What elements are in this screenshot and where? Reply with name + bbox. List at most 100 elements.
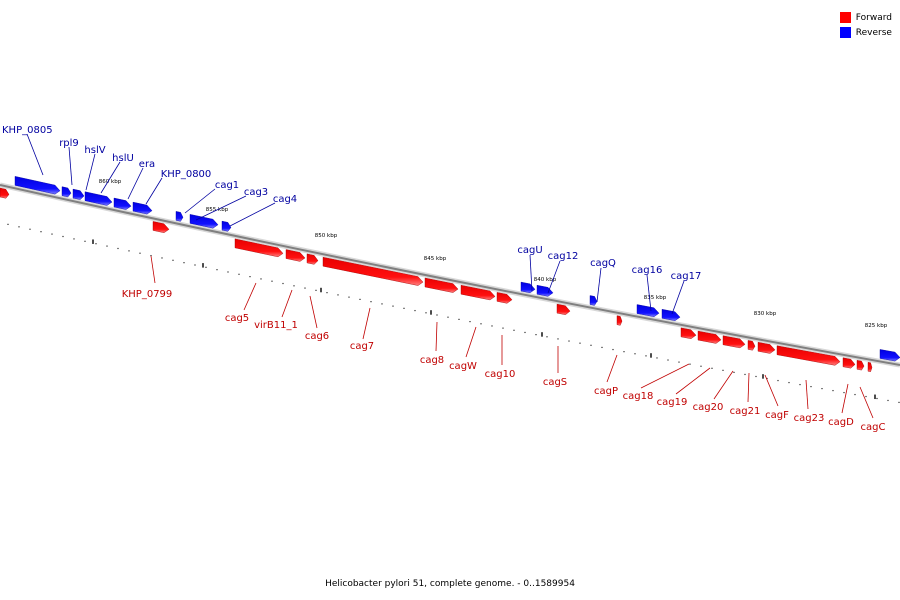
leader-line-cag21: [747, 372, 750, 403]
minor-tick: [601, 346, 603, 349]
forward-gene-feature: [747, 340, 756, 351]
minor-tick: [458, 318, 460, 320]
reverse-label-cag12[interactable]: cag12: [548, 251, 579, 262]
minor-tick: [810, 385, 812, 388]
minor-tick: [645, 355, 647, 357]
minor-tick: [282, 282, 284, 285]
leader-line-cagu: [529, 254, 533, 292]
minor-tick: [700, 365, 702, 367]
minor-tick: [865, 395, 867, 398]
forward-label-cagf[interactable]: cagF: [765, 410, 789, 421]
forward-label-cagd[interactable]: cagD: [828, 417, 854, 428]
minor-tick: [51, 233, 53, 235]
forward-label-cag19[interactable]: cag19: [657, 397, 688, 408]
minor-tick: [535, 334, 537, 336]
minor-tick: [249, 276, 251, 278]
minor-tick: [205, 266, 207, 268]
forward-gene-feature: [322, 256, 424, 286]
minor-tick: [359, 298, 361, 300]
forward-label-cags[interactable]: cagS: [543, 377, 567, 388]
minor-tick: [337, 294, 339, 296]
forward-gene-feature: [460, 284, 496, 301]
major-tick: [202, 263, 204, 268]
reverse-label-cag3[interactable]: cag3: [244, 187, 268, 198]
forward-gene-feature: [680, 327, 697, 339]
minor-tick: [887, 399, 889, 402]
reverse-label-cag16[interactable]: cag16: [632, 265, 663, 276]
leader-line-khp-0805: [26, 133, 44, 176]
forward-gene-feature: [556, 303, 571, 315]
reverse-label-cag17[interactable]: cag17: [671, 271, 702, 282]
forward-label-khp-0799[interactable]: KHP_0799: [122, 289, 173, 300]
gene-features: [0, 176, 900, 372]
forward-label-cag5[interactable]: cag5: [225, 313, 249, 324]
minor-tick: [414, 309, 416, 312]
forward-label-virb11-1[interactable]: virB11_1: [254, 320, 298, 331]
leader-line-cagc: [859, 386, 874, 419]
reverse-gene-feature: [879, 349, 900, 362]
forward-label-cagw[interactable]: cagW: [449, 361, 477, 372]
minor-tick: [722, 369, 724, 371]
leader-line-hslu: [100, 161, 121, 194]
leader-line-khp-0800: [145, 177, 163, 205]
minor-tick: [370, 301, 372, 303]
reverse-label-khp-0800[interactable]: KHP_0800: [161, 169, 212, 180]
major-tick: [92, 239, 94, 244]
reverse-label-cagu[interactable]: cagU: [517, 245, 542, 256]
forward-label-cagc[interactable]: cagC: [861, 422, 886, 433]
reverse-label-cag4[interactable]: cag4: [273, 194, 297, 205]
minor-tick: [117, 247, 119, 250]
forward-label-cag7[interactable]: cag7: [350, 341, 374, 352]
reverse-label-era[interactable]: era: [139, 159, 155, 170]
forward-gene-feature: [306, 253, 319, 265]
leader-line-virb11-1: [281, 289, 293, 318]
forward-label-cag21[interactable]: cag21: [730, 406, 761, 417]
minor-tick: [656, 357, 658, 359]
leader-line-cag7: [362, 307, 371, 340]
forward-label-cag20[interactable]: cag20: [693, 402, 724, 413]
minor-tick: [766, 377, 768, 380]
minor-tick: [106, 245, 108, 247]
scale-label: 860 kbp: [99, 179, 122, 185]
minor-tick: [854, 393, 856, 396]
major-tick: [650, 353, 652, 358]
strand-legend: Forward Reverse: [839, 10, 892, 40]
leader-line-cagf: [764, 374, 779, 407]
leader-line-cagq: [596, 267, 602, 303]
reverse-label-hslu[interactable]: hslU: [112, 153, 134, 164]
reverse-gene-feature: [132, 201, 153, 215]
forward-label-cag18[interactable]: cag18: [623, 391, 654, 402]
leader-line-cag17: [671, 280, 685, 315]
label-leader-lines: [26, 133, 874, 419]
reverse-label-rpl9[interactable]: rpl9: [59, 138, 79, 149]
minor-tick: [788, 381, 790, 384]
forward-label-cag10[interactable]: cag10: [485, 369, 516, 380]
minor-tick: [128, 250, 130, 252]
forward-gene-feature: [0, 187, 10, 199]
minor-tick: [557, 338, 559, 340]
minor-tick: [667, 359, 669, 361]
forward-gene-feature: [722, 335, 746, 349]
forward-label-cag8[interactable]: cag8: [420, 355, 444, 366]
forward-label-cagp[interactable]: cagP: [594, 386, 618, 397]
leader-line-cag8: [435, 321, 438, 352]
minor-tick: [579, 342, 581, 344]
minor-tick: [436, 314, 438, 316]
leader-line-cagp: [606, 354, 618, 383]
reverse-label-cagq[interactable]: cagQ: [590, 258, 616, 269]
reverse-label-hslv[interactable]: hslV: [84, 145, 105, 156]
leader-line-cag5: [243, 282, 257, 311]
minor-tick: [799, 383, 801, 386]
minor-tick: [590, 344, 592, 346]
reverse-gene-feature: [113, 197, 132, 210]
scale-label: 835 kbp: [644, 295, 667, 301]
forward-label-cag23[interactable]: cag23: [794, 413, 825, 424]
reverse-gene-feature: [72, 188, 85, 200]
leader-line-hslv: [85, 153, 96, 191]
reverse-label-cag1[interactable]: cag1: [215, 180, 239, 191]
scale-label: 830 kbp: [754, 311, 777, 317]
reverse-label-khp-0805[interactable]: KHP_0805: [2, 125, 53, 136]
forward-label-cag6[interactable]: cag6: [305, 331, 329, 342]
scale-label: 840 kbp: [534, 277, 557, 283]
